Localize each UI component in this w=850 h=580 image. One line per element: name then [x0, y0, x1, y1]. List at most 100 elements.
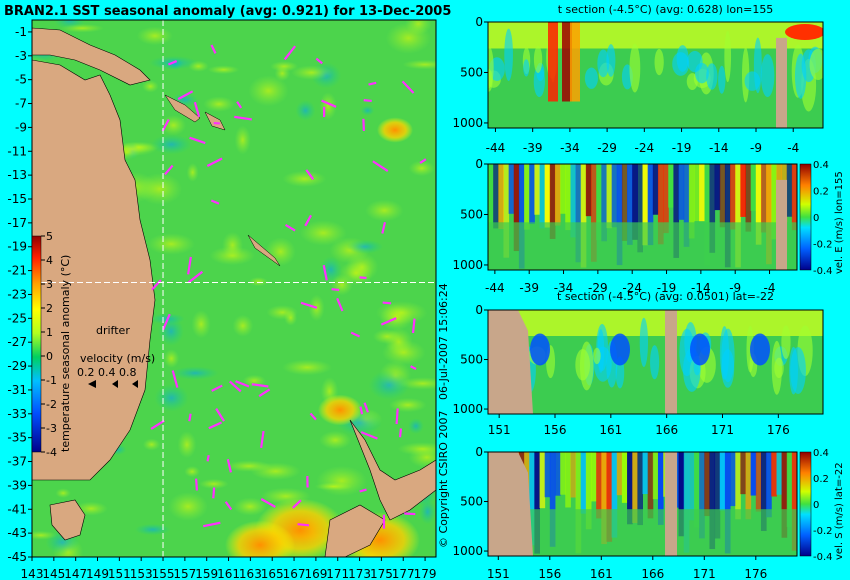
section-colorbar: [799, 163, 812, 271]
velocity-arrow: [305, 169, 315, 180]
map-y-tick-label: -23: [7, 287, 27, 301]
velocity-arrow: [350, 331, 361, 338]
velocity-arrow: [171, 370, 179, 388]
velocity-arrow: [368, 81, 377, 86]
section-colorbar-label: vel. S (m/s) lat=-22: [834, 462, 845, 560]
velocity-column: [786, 164, 793, 217]
section-x-tick-label: 166: [655, 423, 678, 437]
velocity-arrow: [359, 488, 367, 493]
velocity-column: [688, 452, 695, 521]
velocity-column: [663, 164, 669, 234]
warm-anomaly: [377, 117, 413, 143]
section-panel-3: t section (-4.5°C) (avg: 0.0501) lat=-22…: [452, 290, 824, 437]
section-colorbar-tick-label: 0.4: [813, 448, 829, 459]
velocity-column: [637, 164, 643, 253]
velocity-arrow: [206, 454, 210, 462]
velocity-column: [539, 452, 546, 509]
velocity-column: [704, 452, 710, 517]
velocity-arrow: [234, 115, 252, 121]
velocity-column: [642, 452, 649, 495]
map-y-tick-label: -27: [7, 335, 27, 349]
velocity-column: [791, 452, 797, 551]
map-x-ticks: 1431451471491511531551571591611631651671…: [21, 557, 437, 580]
legend-velocity-scale: 0.2 0.4 0.8: [77, 366, 136, 379]
map-y-tick-label: -17: [7, 216, 27, 230]
map-x-tick-label: 147: [64, 567, 87, 580]
velocity-arrow: [362, 118, 366, 131]
velocity-arrow: [315, 57, 323, 65]
velocity-arrow: [419, 158, 427, 164]
anomaly-patch: [385, 22, 432, 54]
velocity-column: [688, 164, 695, 239]
map-x-tick-label: 145: [42, 567, 65, 580]
velocity-arrow: [380, 317, 397, 326]
velocity-arrow: [189, 136, 206, 145]
anomaly-patch: [136, 26, 173, 46]
velocity-column: [683, 164, 690, 247]
velocity-arrow: [203, 521, 221, 528]
section-x-tick-label: 171: [693, 567, 716, 580]
anomaly-patch: [274, 65, 291, 82]
velocity-column: [606, 452, 613, 542]
new-zealand-north: [349, 419, 436, 521]
velocity-column: [606, 164, 613, 229]
section-land: [488, 452, 533, 556]
map-x-tick-label: 175: [370, 567, 393, 580]
velocity-column: [627, 164, 633, 245]
velocity-column: [730, 452, 736, 507]
section-y-tick-label: 0: [475, 15, 483, 29]
velocity-column: [760, 164, 767, 233]
map-colorbar-tick-label: 0: [46, 350, 53, 363]
velocity-arrow: [260, 430, 265, 449]
velocity-column: [719, 452, 726, 511]
anomaly-column: [676, 45, 689, 72]
velocity-column: [539, 164, 546, 229]
velocity-column: [549, 452, 556, 547]
section-colorbar-tick-label: -0.2: [813, 240, 833, 251]
velocity-column: [776, 452, 783, 495]
map-anomaly-field: [32, 20, 436, 557]
section-x-tick-label: -14: [709, 141, 729, 155]
map-y-tick-label: -21: [7, 264, 27, 278]
section-y-tick-label: 0: [475, 445, 483, 459]
map-y-tick-label: -39: [7, 478, 27, 492]
velocity-arrow: [151, 279, 162, 291]
velocity-column: [735, 452, 741, 520]
section-x-tick-label: -4: [787, 141, 799, 155]
velocity-column: [652, 164, 659, 215]
velocity-column: [657, 164, 664, 245]
anomaly-column: [533, 45, 543, 74]
velocity-arrow: [187, 256, 192, 275]
section-x-tick-label: -39: [519, 281, 539, 295]
section-y-tick-label: 500: [460, 353, 483, 367]
solomon-islands: [164, 94, 226, 131]
velocity-column: [534, 164, 540, 215]
deep-layer: [488, 509, 797, 556]
anomaly-patch: [248, 75, 289, 107]
section-land: [488, 310, 533, 414]
velocity-column: [678, 452, 685, 537]
anomaly-patch: [381, 340, 426, 366]
map-y-tick-label: -5: [15, 73, 27, 87]
map-y-tick-label: -13: [7, 168, 27, 182]
velocity-column: [735, 164, 741, 268]
anomaly-patch: [171, 366, 219, 380]
section-colorbar-tick-label: 0: [813, 500, 819, 511]
velocity-column: [709, 452, 716, 550]
section-title: t section (-4.5°C) (avg: 0.0501) lat=-22: [557, 290, 774, 303]
map-panel: [32, 20, 436, 557]
velocity-arrow: [150, 419, 165, 430]
anomaly-patch: [186, 163, 199, 182]
anomaly-patch: [250, 462, 301, 481]
map-x-tick-label: 167: [283, 567, 306, 580]
section-colorbar-tick-label: 0.2: [813, 474, 829, 485]
velocity-arrow: [188, 413, 192, 422]
warm-anomaly: [225, 520, 295, 557]
section-x-tick-label: -9: [750, 141, 762, 155]
anomaly-patch: [330, 274, 353, 296]
map-y-tick-label: -25: [7, 311, 27, 325]
velocity-arrow: [187, 270, 204, 284]
velocity-column: [518, 164, 525, 269]
velocity-column: [616, 452, 623, 496]
